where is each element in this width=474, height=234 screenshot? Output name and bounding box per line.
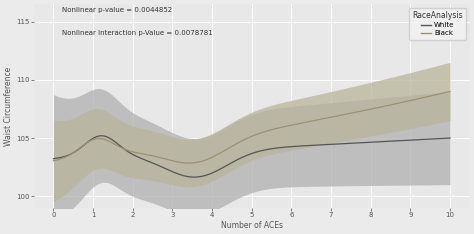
Line: Black: Black (54, 91, 450, 163)
Black (51, 159, 56, 162)
Black (98, 137, 104, 140)
White (302, 144, 308, 147)
Text: Nonlinear Interaction p-Value = 0.0078781: Nonlinear Interaction p-Value = 0.007878… (62, 30, 212, 37)
Legend: White, Black: White, Black (409, 8, 466, 40)
White (447, 137, 453, 139)
Black (209, 156, 214, 159)
White (191, 176, 197, 179)
White (98, 134, 104, 137)
Text: Nonlinear p-value = 0.0044852: Nonlinear p-value = 0.0044852 (62, 7, 172, 13)
White (341, 142, 346, 145)
X-axis label: Number of ACEs: Number of ACEs (221, 221, 283, 230)
White (51, 157, 56, 160)
Black (447, 90, 453, 93)
White (99, 134, 105, 137)
White (181, 174, 186, 177)
White (339, 142, 345, 145)
Black (186, 162, 191, 165)
Black (340, 113, 346, 116)
White (210, 172, 215, 174)
Y-axis label: Waist Circumference: Waist Circumference (4, 66, 13, 146)
Black (180, 161, 185, 164)
Line: White: White (54, 136, 450, 177)
Black (338, 114, 344, 117)
Black (301, 121, 307, 124)
